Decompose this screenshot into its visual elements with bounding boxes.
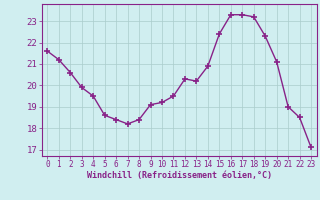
X-axis label: Windchill (Refroidissement éolien,°C): Windchill (Refroidissement éolien,°C): [87, 171, 272, 180]
